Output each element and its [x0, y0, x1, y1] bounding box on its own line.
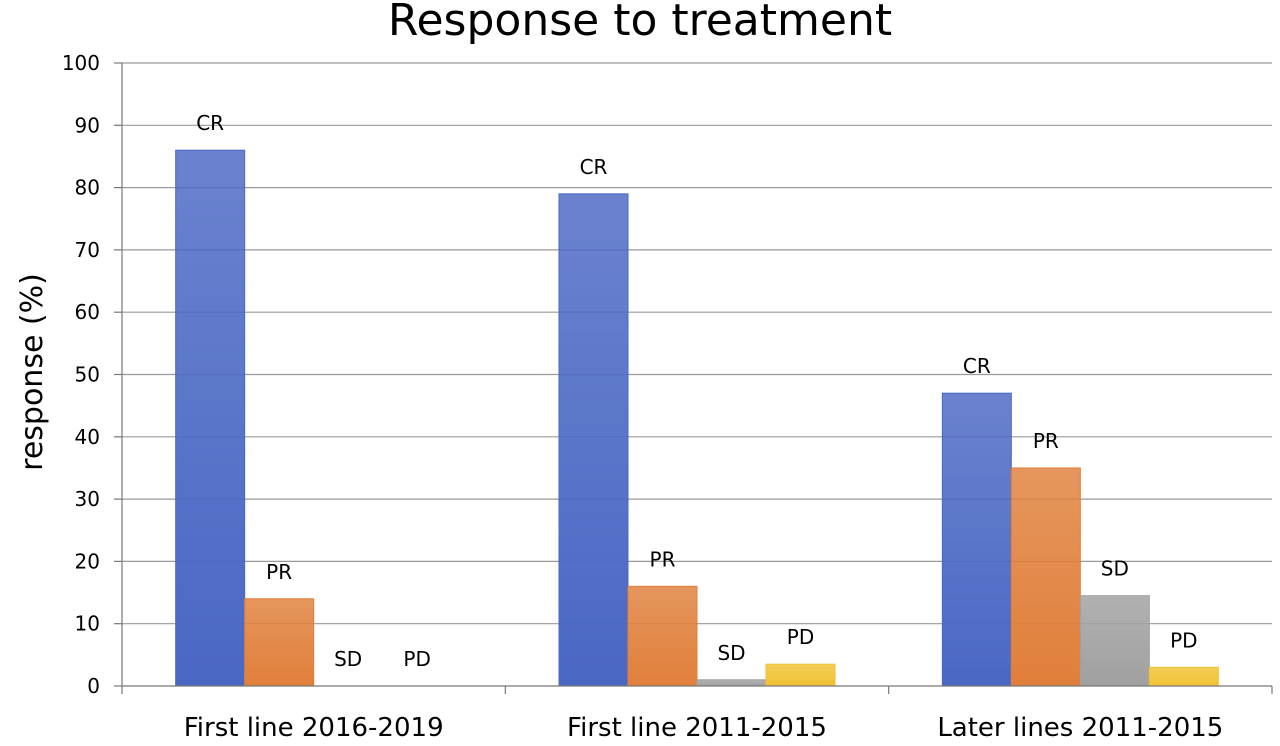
x-tick-label: First line 2016-2019	[184, 713, 444, 743]
data-label-pd: PD	[1170, 628, 1197, 652]
chart-title: Response to treatment	[388, 0, 892, 46]
data-label-cr: CR	[196, 111, 224, 135]
data-label-pd: PD	[403, 647, 430, 671]
y-tick-label: 40	[75, 425, 100, 449]
bar-cr	[558, 193, 629, 687]
bar-pd	[1148, 666, 1219, 687]
bar-cr	[941, 392, 1012, 687]
axes	[121, 63, 1272, 687]
x-axis-ticks: First line 2016-2019 First line 2011-2015…	[121, 686, 1273, 743]
y-axis-ticks: 0 10 20 30 40 50 60 70 80 90 100	[62, 51, 122, 698]
bar-pd	[765, 663, 836, 687]
x-tick-label: Later lines 2011-2015	[937, 713, 1223, 743]
bar-pr	[1010, 467, 1081, 687]
y-tick-label: 0	[87, 674, 100, 698]
y-tick-label: 50	[75, 363, 100, 387]
x-tick-label: First line 2011-2015	[567, 713, 827, 743]
bar-sd	[696, 679, 767, 687]
y-tick-label: 90	[75, 113, 100, 137]
data-label-pr: PR	[266, 560, 292, 584]
data-label-sd: SD	[334, 647, 362, 671]
bar-cr	[175, 149, 246, 687]
data-label-pr: PR	[650, 547, 676, 571]
bars	[175, 149, 1219, 687]
data-label-sd: SD	[1101, 557, 1129, 581]
y-axis-label: response (%)	[15, 273, 50, 471]
data-label-sd: SD	[717, 641, 745, 665]
bar-sd	[1079, 595, 1150, 687]
bar-pr	[244, 598, 315, 687]
gridlines	[122, 62, 1272, 625]
data-labels: CR PR SD PD CR PR SD PD CR PR SD PD	[196, 111, 1197, 671]
bar-pr	[627, 585, 698, 687]
y-tick-label: 10	[75, 612, 100, 636]
data-label-cr: CR	[963, 354, 991, 378]
y-tick-label: 100	[62, 51, 100, 75]
y-tick-label: 30	[75, 487, 100, 511]
y-tick-label: 60	[75, 300, 100, 324]
y-tick-label: 20	[75, 549, 100, 573]
data-label-cr: CR	[580, 155, 608, 179]
data-label-pd: PD	[787, 625, 814, 649]
y-tick-label: 70	[75, 238, 100, 262]
y-tick-label: 80	[75, 176, 100, 200]
data-label-pr: PR	[1033, 429, 1059, 453]
